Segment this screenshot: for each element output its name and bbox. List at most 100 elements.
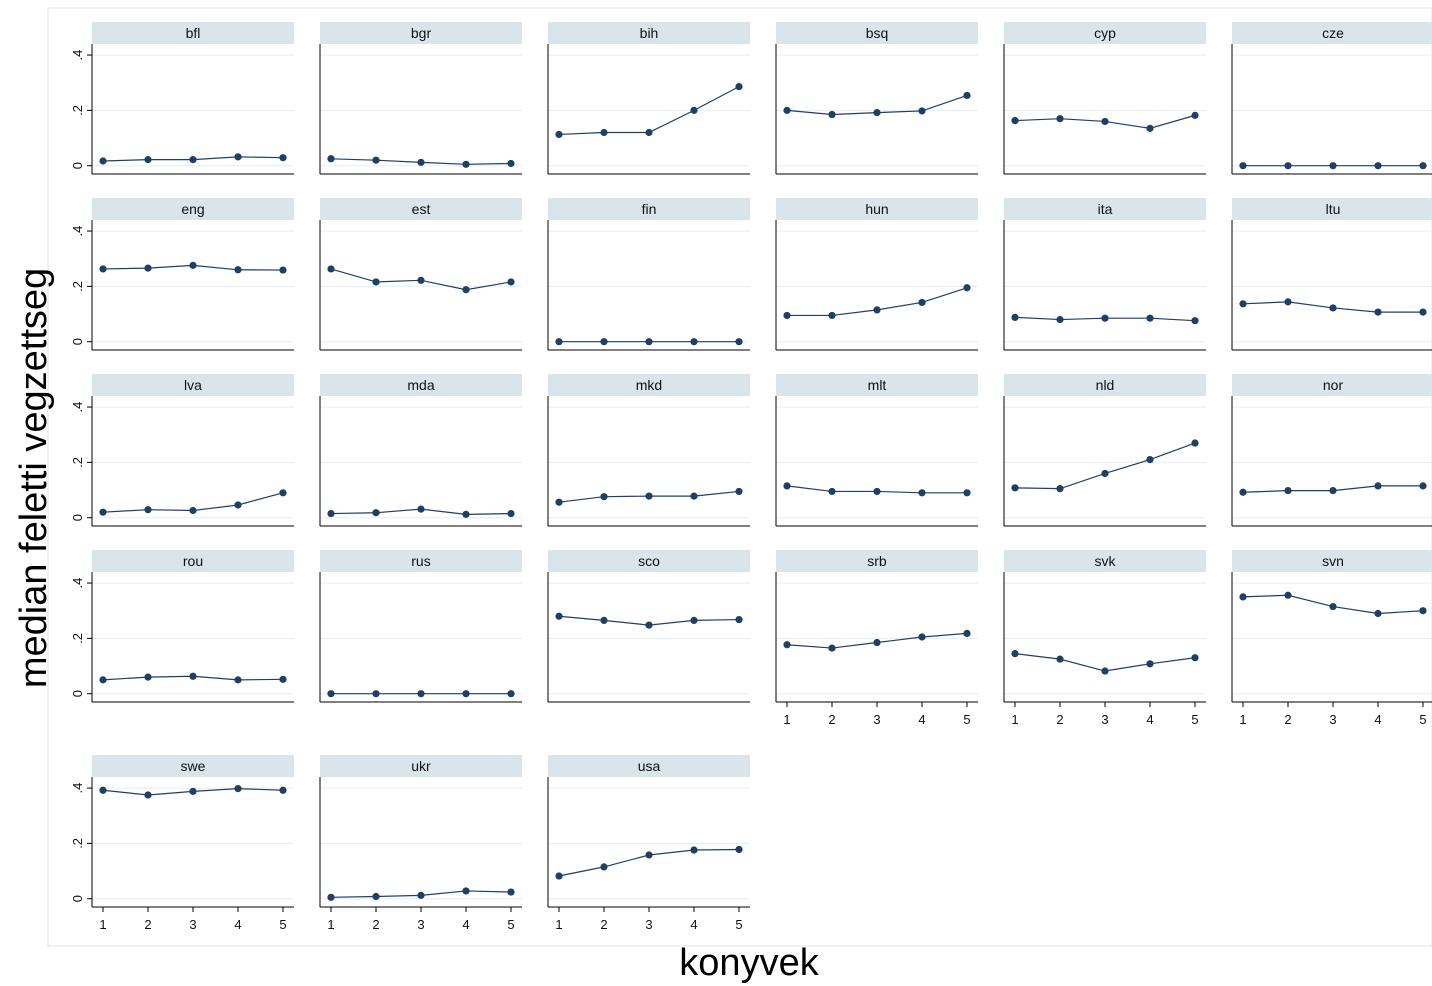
data-point — [873, 487, 881, 496]
panel-title: mkd — [636, 377, 662, 393]
data-point — [507, 690, 515, 698]
data-point — [963, 489, 971, 497]
data-point — [144, 506, 152, 514]
panel-strip — [92, 198, 294, 220]
panel-nor: nor — [1231, 374, 1432, 527]
panel-title: cyp — [1094, 25, 1116, 41]
data-point — [327, 509, 335, 518]
data-point — [189, 506, 197, 515]
data-point — [690, 616, 698, 625]
panel-title: eng — [181, 201, 204, 217]
data-point — [327, 690, 335, 698]
data-point — [417, 690, 425, 698]
x-tick-label: 2 — [600, 917, 607, 932]
panel-strip — [1232, 198, 1432, 220]
data-point — [189, 156, 197, 164]
data-point — [1419, 607, 1427, 615]
panel-strip — [548, 550, 750, 572]
panel-mlt: mlt — [775, 374, 978, 527]
panel-strip — [548, 198, 750, 220]
data-point — [1284, 298, 1292, 306]
panel-title: srb — [867, 553, 887, 569]
x-tick-label: 4 — [462, 917, 469, 932]
data-point — [555, 612, 563, 620]
data-point — [1284, 591, 1292, 599]
data-point — [1101, 314, 1109, 322]
panel-svk: svk 1 2 3 4 5 — [1003, 550, 1206, 727]
data-point — [327, 155, 335, 163]
y-tick-label: .2 — [70, 281, 85, 292]
data-point — [234, 501, 242, 509]
data-point — [1419, 162, 1427, 170]
panel-strip — [776, 22, 978, 44]
panel-strip — [320, 755, 522, 777]
data-point — [1191, 439, 1199, 447]
data-point — [600, 493, 608, 501]
panel-title: bgr — [411, 25, 432, 41]
x-tick-label: 2 — [1056, 712, 1063, 727]
y-tick-label: .4 — [70, 578, 85, 589]
panel-title: bfl — [186, 25, 201, 41]
panel-strip — [92, 22, 294, 44]
x-tick-label: 1 — [1239, 712, 1246, 727]
panel-title: nld — [1096, 377, 1115, 393]
panel-strip — [92, 550, 294, 572]
data-point — [873, 108, 881, 117]
data-point — [828, 487, 836, 496]
panel-strip — [776, 374, 978, 396]
panel-title: nor — [1323, 377, 1344, 393]
panel-eng: eng 0 .2 .4 — [70, 198, 294, 351]
panel-ita: ita — [1003, 198, 1206, 351]
data-point — [507, 159, 515, 168]
data-point — [735, 615, 743, 624]
data-point — [1056, 485, 1064, 493]
panel-title: svk — [1095, 553, 1117, 569]
data-point — [555, 872, 563, 880]
y-tick-label: 0 — [70, 514, 85, 521]
data-point — [279, 786, 287, 794]
data-point — [918, 489, 926, 497]
x-tick-label: 1 — [1011, 712, 1018, 727]
panel-strip — [1004, 550, 1206, 572]
data-point — [1239, 593, 1247, 601]
data-point — [189, 787, 197, 795]
data-point — [417, 276, 425, 284]
data-point — [963, 629, 971, 638]
x-tick-label: 3 — [417, 917, 424, 932]
data-point — [462, 160, 470, 168]
data-point — [234, 676, 242, 684]
data-point — [279, 675, 287, 683]
x-tick-label: 4 — [234, 917, 241, 932]
panel-strip — [1004, 198, 1206, 220]
data-point — [1239, 162, 1247, 170]
x-tick-label: 2 — [144, 917, 151, 932]
data-point — [783, 311, 791, 320]
data-point — [144, 791, 152, 799]
data-point — [234, 785, 242, 793]
data-point — [234, 153, 242, 161]
y-tick-label: .2 — [70, 633, 85, 644]
data-point — [645, 851, 653, 859]
data-point — [1056, 315, 1064, 324]
panel-title: lva — [184, 377, 202, 393]
data-point — [600, 863, 608, 871]
data-point — [462, 510, 470, 518]
data-point — [828, 311, 836, 320]
panel-title: rus — [411, 553, 430, 569]
x-tick-label: 4 — [690, 917, 697, 932]
panel-strip — [776, 198, 978, 220]
panel-title: cze — [1322, 25, 1344, 41]
panel-title: ita — [1098, 201, 1113, 217]
data-point — [690, 492, 698, 500]
panel-strip — [320, 198, 522, 220]
data-point — [1329, 304, 1337, 312]
y-tick-label: .4 — [70, 226, 85, 237]
data-point — [1191, 317, 1199, 325]
x-tick-label: 5 — [279, 917, 286, 932]
x-tick-label: 4 — [1146, 712, 1153, 727]
panel-strip — [1004, 22, 1206, 44]
data-point — [1056, 115, 1064, 123]
data-point — [507, 509, 515, 518]
data-point — [600, 128, 608, 137]
x-tick-label: 5 — [1191, 712, 1198, 727]
